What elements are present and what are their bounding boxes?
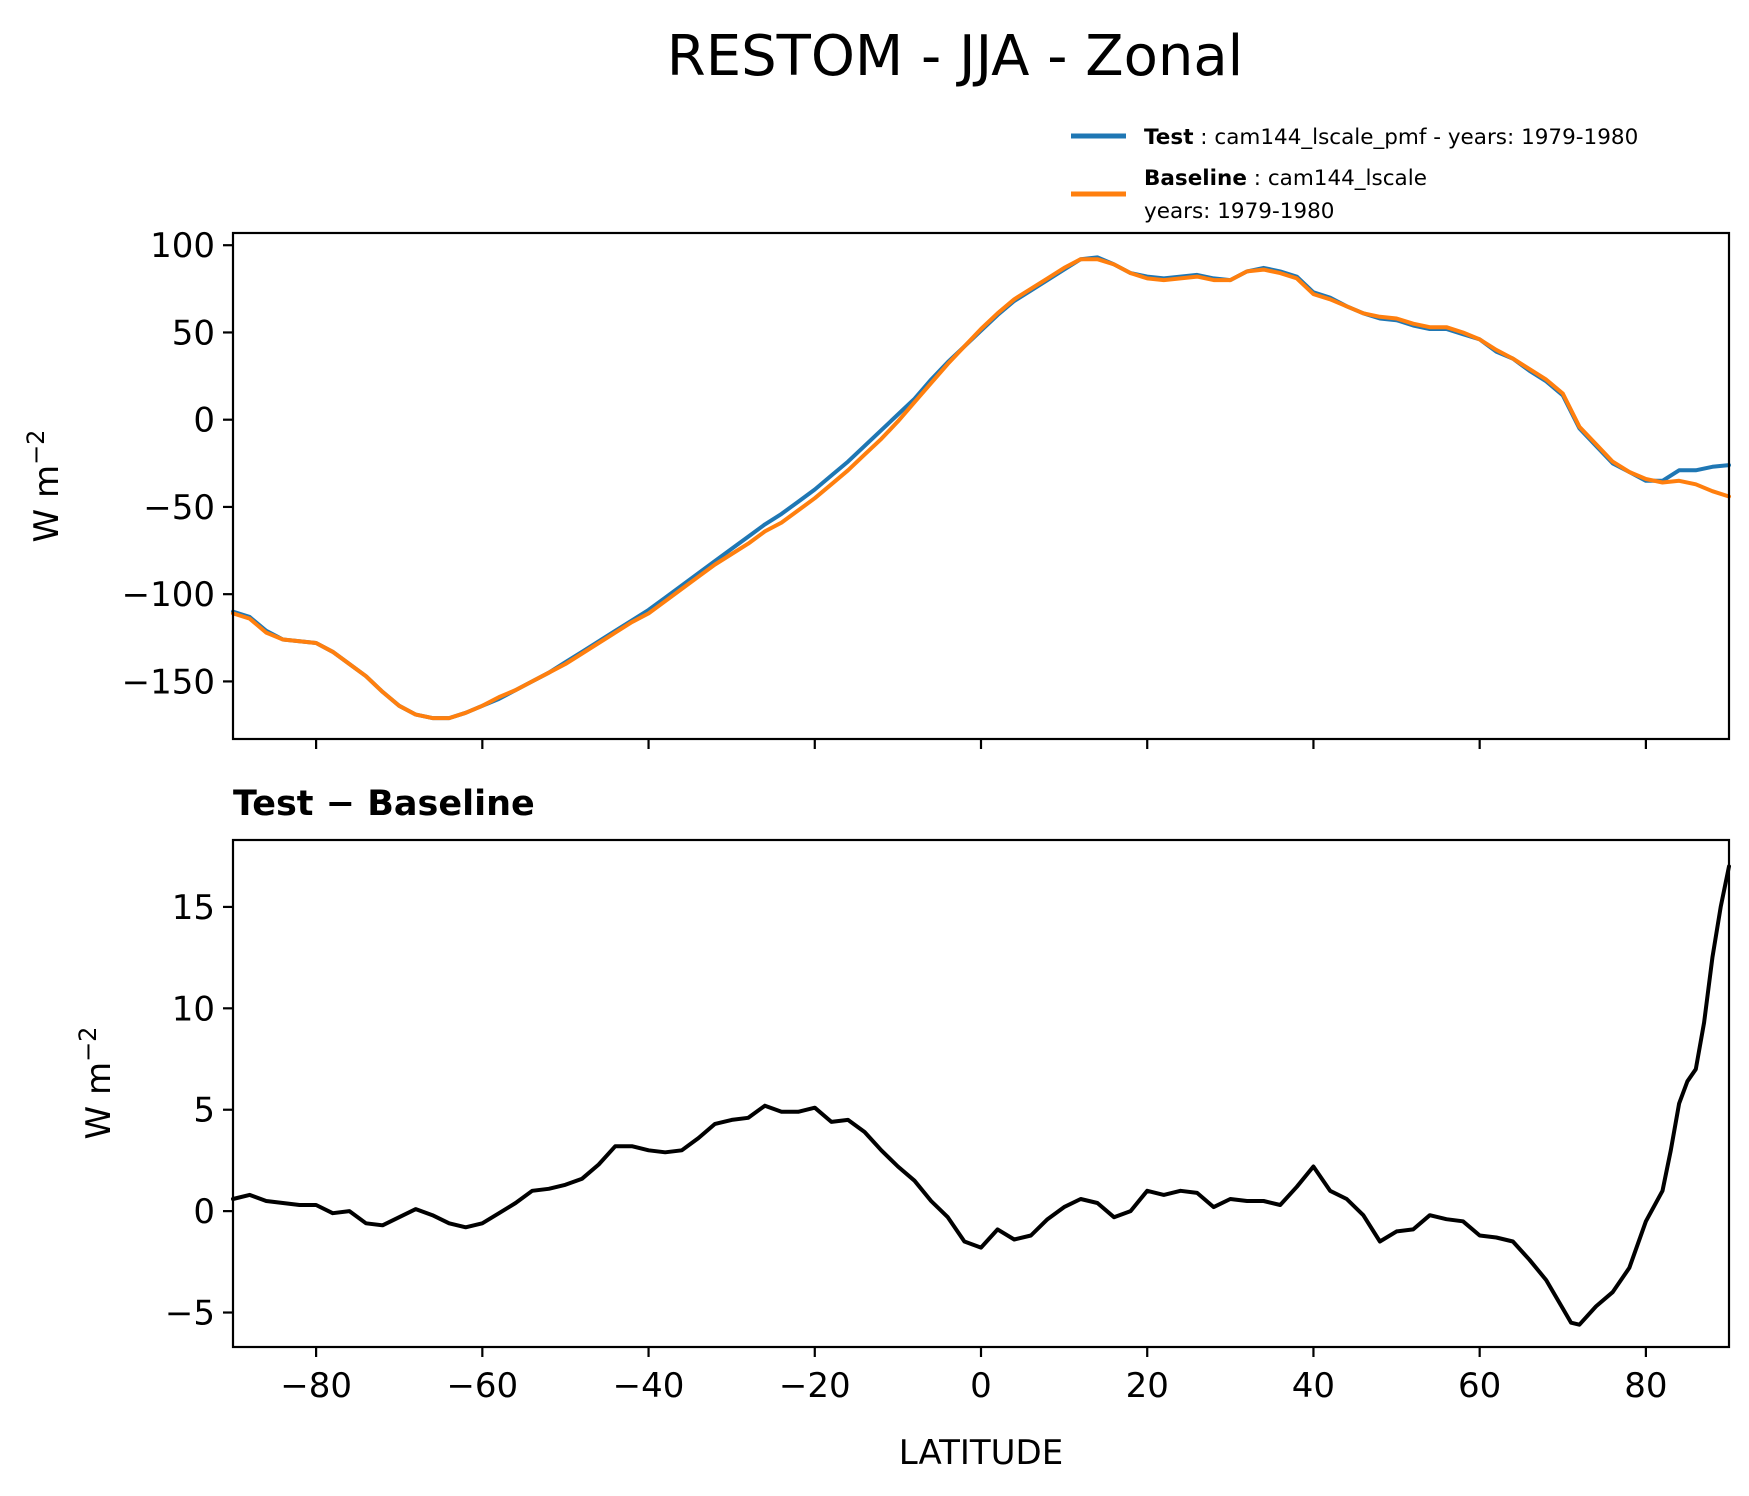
bottom-ylabel-base: W m bbox=[79, 1062, 119, 1140]
legend-test-sep: : bbox=[1193, 125, 1214, 150]
top-plot-area bbox=[231, 255, 1731, 721]
legend-entry-baseline: Baseline : cam144_lscale bbox=[1144, 166, 1427, 191]
bottom-xtick-label: 60 bbox=[1458, 1366, 1501, 1406]
legend-baseline-text: cam144_lscale bbox=[1268, 166, 1427, 191]
legend-entry-test: Test : cam144_lscale_pmf - years: 1979-1… bbox=[1144, 125, 1638, 150]
top-ytick-label: −150 bbox=[122, 662, 215, 702]
legend-baseline-sep: : bbox=[1247, 166, 1268, 191]
difference-panel-title: Test − Baseline bbox=[233, 784, 535, 824]
top-y-axis-label: W m−2 bbox=[22, 430, 67, 543]
top-ylabel-exp: −2 bbox=[22, 430, 50, 465]
top-ylabel-base: W m bbox=[27, 465, 67, 543]
legend-entry-baseline-line2: years: 1979-1980 bbox=[1144, 199, 1334, 224]
bottom-ylabel-exp: −2 bbox=[74, 1027, 102, 1062]
bottom-panel: Test − Baseline −5 0 5 10 15 −80 −60 −40 −20 0 20… bbox=[74, 784, 1731, 1473]
legend-baseline-bold: Baseline bbox=[1144, 166, 1247, 191]
bottom-xtick-label: 20 bbox=[1126, 1366, 1169, 1406]
legend-test-bold: Test bbox=[1144, 125, 1193, 150]
bottom-ytick-label: 15 bbox=[172, 888, 215, 928]
bottom-xtick-label: 40 bbox=[1292, 1366, 1335, 1406]
bottom-ytick-label: −5 bbox=[165, 1294, 215, 1334]
top-ytick-label: 0 bbox=[193, 401, 215, 441]
top-ytick-label: −50 bbox=[143, 488, 215, 528]
top-ytick-label: −100 bbox=[122, 575, 215, 615]
series-line-baseline bbox=[231, 257, 1731, 721]
bottom-ytick-label: 10 bbox=[172, 989, 215, 1029]
legend: Test : cam144_lscale_pmf - years: 1979-1… bbox=[1071, 125, 1638, 224]
bottom-ytick-label: 5 bbox=[193, 1091, 215, 1131]
top-x-axis bbox=[315, 739, 1647, 749]
bottom-xtick-label: 80 bbox=[1624, 1366, 1667, 1406]
bottom-y-axis: −5 0 5 10 15 bbox=[165, 888, 233, 1334]
bottom-x-axis: −80 −60 −40 −20 0 20 40 60 80 bbox=[280, 1347, 1668, 1406]
bottom-xtick-label: −40 bbox=[613, 1366, 685, 1406]
top-panel: −150 −100 −50 0 50 100 W m−2 bbox=[22, 226, 1731, 749]
chart-title: RESTOM - JJA - Zonal bbox=[667, 24, 1243, 89]
bottom-plot-area bbox=[231, 864, 1731, 1327]
top-ytick-label: 50 bbox=[172, 313, 215, 353]
bottom-xtick-label: 0 bbox=[970, 1366, 992, 1406]
bottom-ytick-label: 0 bbox=[193, 1192, 215, 1232]
bottom-y-axis-label: W m−2 bbox=[74, 1027, 119, 1140]
bottom-xtick-label: −20 bbox=[779, 1366, 851, 1406]
series-line-test-baseline bbox=[231, 864, 1731, 1327]
bottom-axes-frame bbox=[231, 838, 1731, 1349]
x-axis-label: LATITUDE bbox=[899, 1433, 1063, 1473]
bottom-xtick-label: −60 bbox=[446, 1366, 518, 1406]
top-y-axis: −150 −100 −50 0 50 100 bbox=[122, 226, 233, 702]
legend-test-text: cam144_lscale_pmf - years: 1979-1980 bbox=[1214, 125, 1638, 150]
top-ytick-label: 100 bbox=[150, 226, 215, 266]
bottom-xtick-label: −80 bbox=[280, 1366, 352, 1406]
top-axes-frame bbox=[231, 231, 1731, 741]
